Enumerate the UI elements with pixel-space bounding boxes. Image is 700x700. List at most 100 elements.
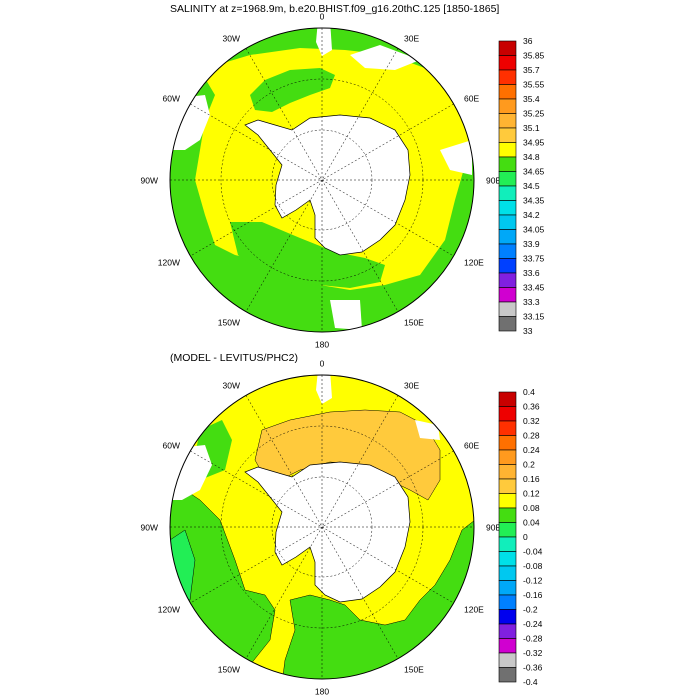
lon-label: 60W [163, 441, 180, 451]
colorbar-level-label: -0.08 [523, 561, 543, 571]
panel-2-map [169, 374, 475, 680]
lon-label: 180 [315, 687, 329, 697]
colorbar-level-label: 0.32 [523, 416, 540, 426]
colorbar-level-label: 33.6 [523, 268, 540, 278]
colorbar-swatch [498, 478, 517, 494]
colorbar-swatch [498, 84, 517, 100]
colorbar-level-label: -0.36 [523, 663, 543, 673]
colorbar-level-label: 35.85 [523, 51, 545, 61]
lon-label: 90E [486, 176, 501, 186]
colorbar-level-label: 33 [523, 326, 533, 336]
lon-label: 30W [223, 381, 240, 391]
land-africa-tip [316, 28, 332, 56]
colorbar-swatch [498, 493, 517, 509]
colorbar-swatch [498, 667, 517, 683]
colorbar-swatch [498, 435, 517, 451]
lon-label: 90W [141, 523, 158, 533]
mask-ne [350, 45, 420, 70]
colorbar-level-label: -0.4 [523, 677, 538, 687]
colorbar-swatch [498, 127, 517, 143]
colorbar-level-label: 36 [523, 36, 533, 46]
colorbar-level-label: -0.24 [523, 619, 543, 629]
colorbar-level-label: -0.32 [523, 648, 543, 658]
colorbar-swatch [498, 156, 517, 172]
colorbar-level-label: 35.55 [523, 80, 545, 90]
colorbar-level-label: 33.15 [523, 312, 545, 322]
colorbar-swatch [498, 406, 517, 422]
colorbar-swatch [498, 229, 517, 245]
colorbar-level-label: 33.45 [523, 283, 545, 293]
salinity-green-blob-30w [250, 68, 335, 112]
colorbar-swatch [498, 272, 517, 288]
colorbar-swatch [498, 113, 517, 129]
colorbar-level-label: 33.75 [523, 254, 545, 264]
colorbar-level-label: 0 [523, 532, 528, 542]
lon-label: 30E [404, 34, 419, 44]
colorbar-level-label: 34.95 [523, 138, 545, 148]
colorbar-swatch [498, 171, 517, 187]
lon-label: 120W [158, 258, 180, 268]
colorbar-swatch [498, 623, 517, 639]
antarctica-2 [244, 461, 411, 603]
lon-label: 0 [320, 12, 325, 22]
panel-2-title: (MODEL - LEVITUS/PHC2) [170, 352, 298, 364]
colorbar-swatch [498, 464, 517, 480]
lon-label: 150E [404, 318, 424, 328]
colorbar-swatch [498, 536, 517, 552]
mask-ne-2 [415, 420, 440, 440]
colorbar-swatch [498, 142, 517, 158]
colorbar-swatch [498, 214, 517, 230]
colorbar-swatch [498, 609, 517, 625]
colorbar-level-label: 0.12 [523, 489, 540, 499]
colorbar-level-label: 33.9 [523, 239, 540, 249]
colorbar-level-label: 0.04 [523, 518, 540, 528]
lon-label: 0 [320, 359, 325, 369]
lon-label: 150W [218, 318, 240, 328]
lon-label: 30E [404, 381, 419, 391]
lon-label: 180 [315, 340, 329, 350]
colorbar-level-label: 34.8 [523, 152, 540, 162]
colorbar-level-label: -0.04 [523, 547, 543, 557]
colorbar-swatch [498, 243, 517, 259]
colorbar-swatch [498, 55, 517, 71]
colorbar-level-label: 0.28 [523, 431, 540, 441]
colorbar-level-label: 0.16 [523, 474, 540, 484]
colorbar-swatch [498, 580, 517, 596]
colorbar-level-label: 35.25 [523, 109, 545, 119]
mask-east [440, 140, 472, 175]
colorbar-level-label: 34.2 [523, 210, 540, 220]
colorbar-swatch [498, 507, 517, 523]
lon-label: 150W [218, 665, 240, 675]
colorbar-level-label: -0.12 [523, 576, 543, 586]
colorbar-level-label: 34.65 [523, 167, 545, 177]
colorbar-swatch [498, 551, 517, 567]
panel-1-title: SALINITY at z=1968.9m, b.e20.BHIST.f09_g… [170, 3, 500, 15]
mask-south [330, 300, 362, 330]
lon-label: 60E [464, 94, 479, 104]
colorbar-level-label: 0.4 [523, 387, 535, 397]
colorbar-swatch [498, 449, 517, 465]
colorbar-level-label: 34.35 [523, 196, 545, 206]
colorbar-level-label: 35.4 [523, 94, 540, 104]
lon-label: 120E [464, 605, 484, 615]
colorbar-swatch [498, 594, 517, 610]
colorbar-level-label: 34.05 [523, 225, 545, 235]
lon-label: 120W [158, 605, 180, 615]
colorbar-level-label: 0.2 [523, 460, 535, 470]
lon-label: 90W [141, 176, 158, 186]
colorbar-swatch [498, 185, 517, 201]
lon-label: 150E [404, 665, 424, 675]
colorbar-level-label: 0.24 [523, 445, 540, 455]
colorbar-swatch [498, 98, 517, 114]
colorbar-swatch [498, 200, 517, 216]
colorbar-level-label: 35.1 [523, 123, 540, 133]
colorbar-level-label: 33.3 [523, 297, 540, 307]
land-africa-tip-2 [316, 375, 332, 404]
colorbar-level-label: -0.28 [523, 634, 543, 644]
colorbar-level-label: 35.7 [523, 65, 540, 75]
colorbar-swatch [498, 287, 517, 303]
lon-label: 60W [163, 94, 180, 104]
lon-label: 60E [464, 441, 479, 451]
colorbar-swatch [498, 652, 517, 668]
